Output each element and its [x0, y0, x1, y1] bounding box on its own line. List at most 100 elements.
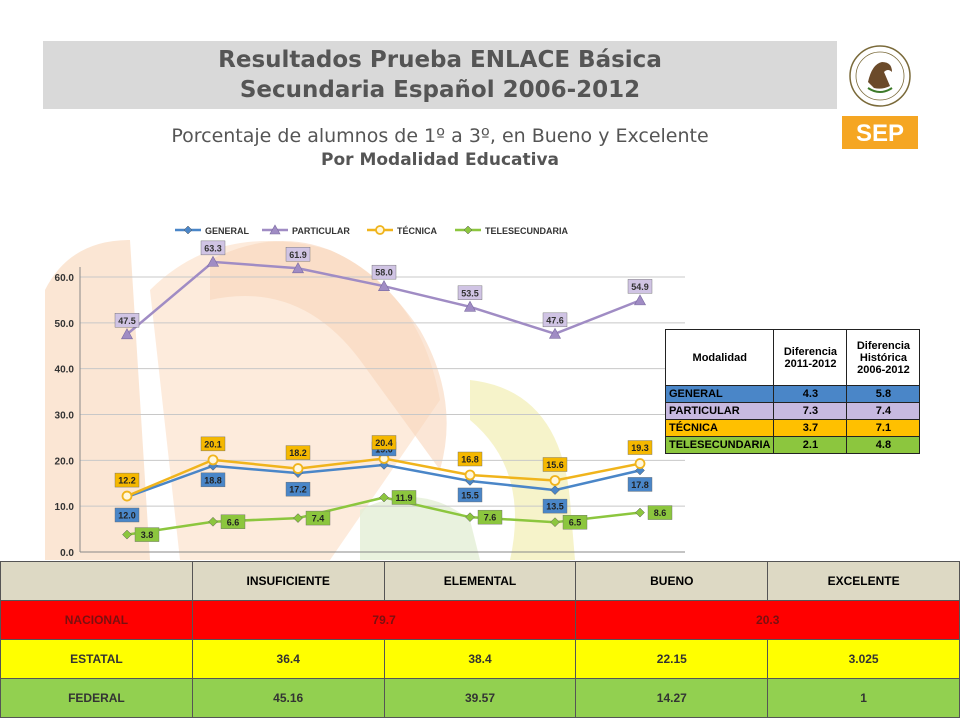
chart-series [120, 255, 647, 540]
data-label-box [542, 457, 568, 472]
diff-2011-2012: 2.1 [773, 436, 848, 454]
federal-bueno: 14.27 [575, 678, 769, 718]
data-label: 13.5 [546, 502, 564, 512]
diff-row-name: TÉCNICA [664, 419, 775, 437]
legend-label: TÉCNICA [397, 226, 437, 236]
levels-header-excelente: EXCELENTE [767, 561, 960, 601]
legend-label: TELESECUNDARIA [485, 226, 569, 236]
data-point [549, 475, 561, 486]
data-label-box [200, 240, 226, 256]
data-point [208, 516, 218, 527]
data-label: 18.2 [289, 448, 307, 458]
data-label: 63.3 [204, 243, 222, 253]
data-label: 12.2 [118, 476, 136, 486]
diff-header-2011-2012: Diferencia 2011-2012 [773, 329, 848, 386]
diff-row-particular: PARTICULAR 7.3 7.4 [664, 402, 921, 420]
data-point [464, 469, 476, 481]
row-label: NACIONAL [0, 600, 193, 640]
federal-excelente: 1 [767, 678, 960, 718]
diff-2011-2012: 7.3 [773, 402, 848, 420]
row-estatal: ESTATAL 36.4 38.4 22.15 3.025 [0, 639, 960, 679]
legend-label: PARTICULAR [292, 226, 350, 236]
diff-row-técnica: TÉCNICA 3.7 7.1 [664, 419, 921, 437]
diff-row-general: GENERAL 4.3 5.8 [664, 385, 921, 403]
data-point [634, 458, 646, 469]
data-label: 6.6 [227, 517, 240, 527]
diff-historica: 4.8 [846, 436, 921, 454]
data-label: 7.6 [484, 513, 497, 523]
data-label-box [285, 445, 311, 460]
data-label-box [647, 505, 673, 520]
data-label: 17.2 [289, 485, 307, 495]
data-label-box [114, 507, 140, 523]
data-label-box [114, 472, 140, 488]
levels-header-elemental: ELEMENTAL [383, 561, 577, 601]
data-label: 3.8 [141, 530, 154, 540]
data-label: 8.6 [654, 508, 667, 518]
difference-table: Modalidad Diferencia 2011-2012 Diferenci… [664, 329, 921, 454]
data-point [269, 224, 281, 235]
federal-insuficiente: 45.16 [191, 678, 385, 718]
data-label: 6.5 [569, 518, 582, 528]
data-point [465, 512, 475, 523]
data-point [120, 328, 134, 340]
sep-text: SEP [856, 120, 904, 147]
data-label-box [114, 313, 140, 328]
sep-badge [842, 116, 918, 149]
levels-header-bueno: BUENO [575, 561, 769, 601]
line-chart: GENERAL PARTICULAR TÉCNICA TELESECUNDARIA 0… [55, 224, 685, 559]
data-label: 16.8 [461, 455, 479, 465]
data-label-box [457, 451, 483, 467]
data-label-box [457, 487, 483, 503]
data-label-box [285, 247, 311, 262]
nacional-bueno-exc: 20.3 [575, 600, 960, 640]
data-label: 17.8 [631, 480, 649, 490]
data-point [292, 463, 304, 474]
data-point [121, 490, 133, 502]
chart-grid [79, 267, 685, 553]
diff-row-name: GENERAL [664, 385, 775, 403]
federal-elemental: 39.57 [383, 678, 577, 718]
data-label-box [562, 515, 588, 530]
data-label: 7.4 [312, 514, 325, 524]
data-label: 11.9 [395, 493, 412, 503]
data-label-box [627, 477, 653, 492]
data-label-box [477, 509, 503, 525]
data-point [291, 262, 305, 274]
diff-2011-2012: 3.7 [773, 419, 848, 437]
subtitle-line1: Porcentaje de alumnos de 1º a 3º, en Bue… [171, 125, 709, 147]
data-point [463, 300, 477, 312]
data-label: 15.5 [461, 490, 479, 500]
diff-historica: 7.1 [846, 419, 921, 437]
estatal-excelente: 3.025 [767, 639, 960, 679]
data-label-box [457, 285, 483, 300]
data-label-box [542, 498, 568, 514]
data-label: 20.1 [204, 439, 222, 449]
subtitle-line2: Por Modalidad Educativa [321, 150, 559, 170]
data-label: 53.5 [461, 288, 479, 298]
y-tick-label: 20.0 [55, 456, 75, 467]
row-label: ESTATAL [0, 639, 193, 679]
data-label-box [627, 279, 653, 294]
data-label-box [200, 472, 226, 488]
data-label: 47.5 [118, 316, 136, 326]
data-point [548, 327, 562, 339]
data-label: 20.4 [375, 438, 393, 448]
data-point [293, 513, 303, 523]
row-federal: FEDERAL 45.16 39.57 14.27 1 [0, 678, 960, 718]
data-label: 15.6 [546, 460, 564, 470]
estatal-bueno: 22.15 [575, 639, 769, 679]
data-point [207, 454, 219, 466]
y-tick-label: 0.0 [60, 548, 74, 559]
data-point [379, 492, 389, 503]
title-line2: Secundaria Español 2006-2012 [239, 77, 641, 103]
diff-header-modalidad: Modalidad [664, 329, 775, 386]
data-label-box [542, 312, 568, 328]
row-label: FEDERAL [0, 678, 193, 718]
diff-row-name: TELESECUNDARIA [664, 436, 775, 454]
y-tick-label: 10.0 [55, 502, 75, 513]
levels-table: INSUFICIENTE ELEMENTAL BUENO EXCELENTE N… [0, 561, 960, 718]
data-point [550, 517, 560, 528]
nacional-insuf-elem: 79.7 [191, 600, 577, 640]
data-label-box [134, 527, 160, 542]
